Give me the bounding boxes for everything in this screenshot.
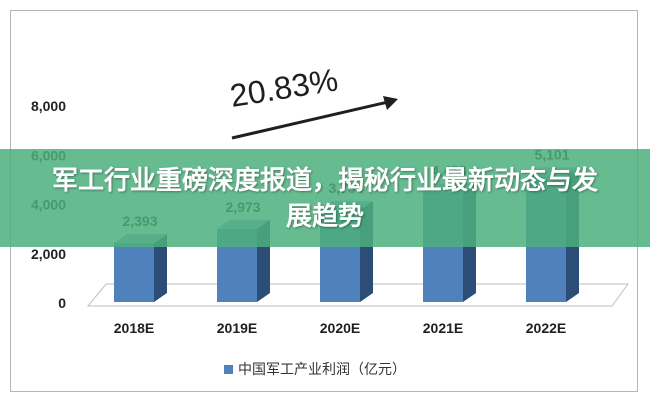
y-tick-label: 8,000 (31, 98, 66, 114)
x-tick-label: 2021E (423, 320, 463, 336)
bar (114, 243, 154, 302)
growth-arrow-line (231, 100, 389, 140)
growth-annotation: 20.83% (227, 61, 398, 140)
legend-label: 中国军工产业利润（亿元） (238, 361, 406, 377)
x-tick-label: 2020E (320, 320, 360, 336)
banner-title: 军工行业重磅深度报道，揭秘行业最新动态与发展趋势 (51, 165, 598, 231)
x-tick-label: 2018E (114, 320, 154, 336)
legend-swatch (224, 365, 233, 374)
title-banner: 军工行业重磅深度报道，揭秘行业最新动态与发展趋势 (0, 149, 650, 247)
growth-arrow-head (383, 96, 398, 110)
legend: 中国军工产业利润（亿元） (224, 361, 406, 377)
growth-rate-label: 20.83% (227, 61, 340, 114)
x-tick-label: 2022E (526, 320, 566, 336)
x-axis-labels: 2018E 2019E 2020E 2021E 2022E (114, 320, 566, 336)
bar-side (154, 234, 167, 302)
y-tick-label: 0 (58, 295, 66, 311)
y-tick-label: 2,000 (31, 246, 66, 262)
x-tick-label: 2019E (217, 320, 257, 336)
